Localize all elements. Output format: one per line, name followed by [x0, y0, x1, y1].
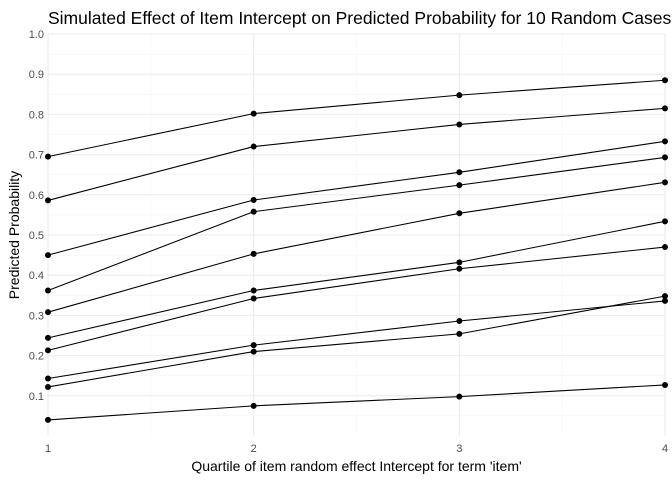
data-point — [456, 265, 463, 272]
data-point — [662, 179, 668, 186]
data-point — [662, 244, 668, 251]
data-point — [250, 143, 257, 150]
x-axis-label: Quartile of item random effect Intercept… — [191, 458, 521, 474]
data-point — [45, 347, 51, 354]
series-1 — [45, 77, 668, 160]
data-point — [250, 287, 257, 294]
y-tick-label: 0.2 — [29, 351, 44, 363]
data-point — [45, 375, 51, 382]
data-point — [45, 197, 51, 204]
data-point — [250, 342, 257, 349]
data-point — [456, 210, 463, 217]
data-point — [662, 138, 668, 145]
y-tick-label: 0.4 — [29, 270, 44, 282]
series-line — [47, 181, 666, 313]
series-line — [47, 79, 666, 158]
series-group — [45, 77, 668, 423]
data-point — [45, 252, 51, 259]
data-point — [456, 330, 463, 337]
series-line — [47, 300, 666, 380]
data-point — [456, 259, 463, 266]
data-point — [662, 381, 668, 388]
y-tick-label: 0.9 — [29, 69, 44, 81]
data-point — [45, 287, 51, 294]
grid — [47, 33, 666, 436]
series-line — [47, 140, 666, 256]
data-point — [45, 334, 51, 341]
data-point — [662, 77, 668, 84]
y-tick-label: 1.0 — [29, 29, 44, 41]
data-point — [250, 295, 257, 302]
series-line — [47, 220, 666, 339]
data-point — [662, 218, 668, 225]
data-point — [456, 121, 463, 128]
y-tick-label: 0.7 — [29, 150, 44, 162]
data-point — [456, 182, 463, 189]
y-tick-label: 0.5 — [29, 230, 44, 242]
data-point — [45, 309, 51, 316]
series-4 — [45, 154, 668, 294]
series-line — [47, 107, 666, 201]
data-point — [250, 110, 257, 117]
chart-title: Simulated Effect of Item Intercept on Pr… — [48, 8, 671, 28]
series-8 — [45, 297, 668, 382]
data-point — [45, 153, 51, 160]
series-6 — [45, 218, 668, 341]
data-point — [250, 348, 257, 355]
y-axis-label: Predicted Probability — [6, 171, 22, 299]
data-point — [662, 297, 668, 304]
tick-labels: 1 2 3 4 0.1 0.2 0.3 0.4 0.5 0.6 0.7 0.8 0.9 1.0 — [29, 29, 668, 455]
y-tick-label: 0.6 — [29, 190, 44, 202]
data-point — [456, 169, 463, 176]
data-point — [456, 393, 463, 400]
x-tick-label: 1 — [45, 443, 51, 455]
series-line — [47, 384, 666, 421]
series-5 — [45, 179, 668, 316]
data-point — [250, 402, 257, 409]
data-point — [45, 383, 51, 390]
data-point — [662, 105, 668, 112]
series-line — [47, 156, 666, 291]
series-3 — [45, 138, 668, 259]
series-9 — [45, 293, 668, 390]
data-point — [456, 318, 463, 325]
series-7 — [45, 244, 668, 354]
data-point — [662, 154, 668, 161]
series-line — [47, 246, 666, 351]
x-tick-label: 2 — [251, 443, 257, 455]
data-point — [250, 250, 257, 257]
data-point — [250, 208, 257, 215]
y-tick-label: 0.3 — [29, 310, 44, 322]
y-tick-label: 0.8 — [29, 109, 44, 121]
data-point — [456, 92, 463, 99]
data-point — [250, 197, 257, 204]
data-point — [45, 416, 51, 423]
x-tick-label: 4 — [662, 443, 668, 455]
series-line — [47, 295, 666, 388]
data-point — [662, 293, 668, 300]
y-tick-label: 0.1 — [29, 391, 44, 403]
series-10 — [45, 381, 668, 423]
series-2 — [45, 105, 668, 204]
x-tick-label: 3 — [456, 443, 462, 455]
